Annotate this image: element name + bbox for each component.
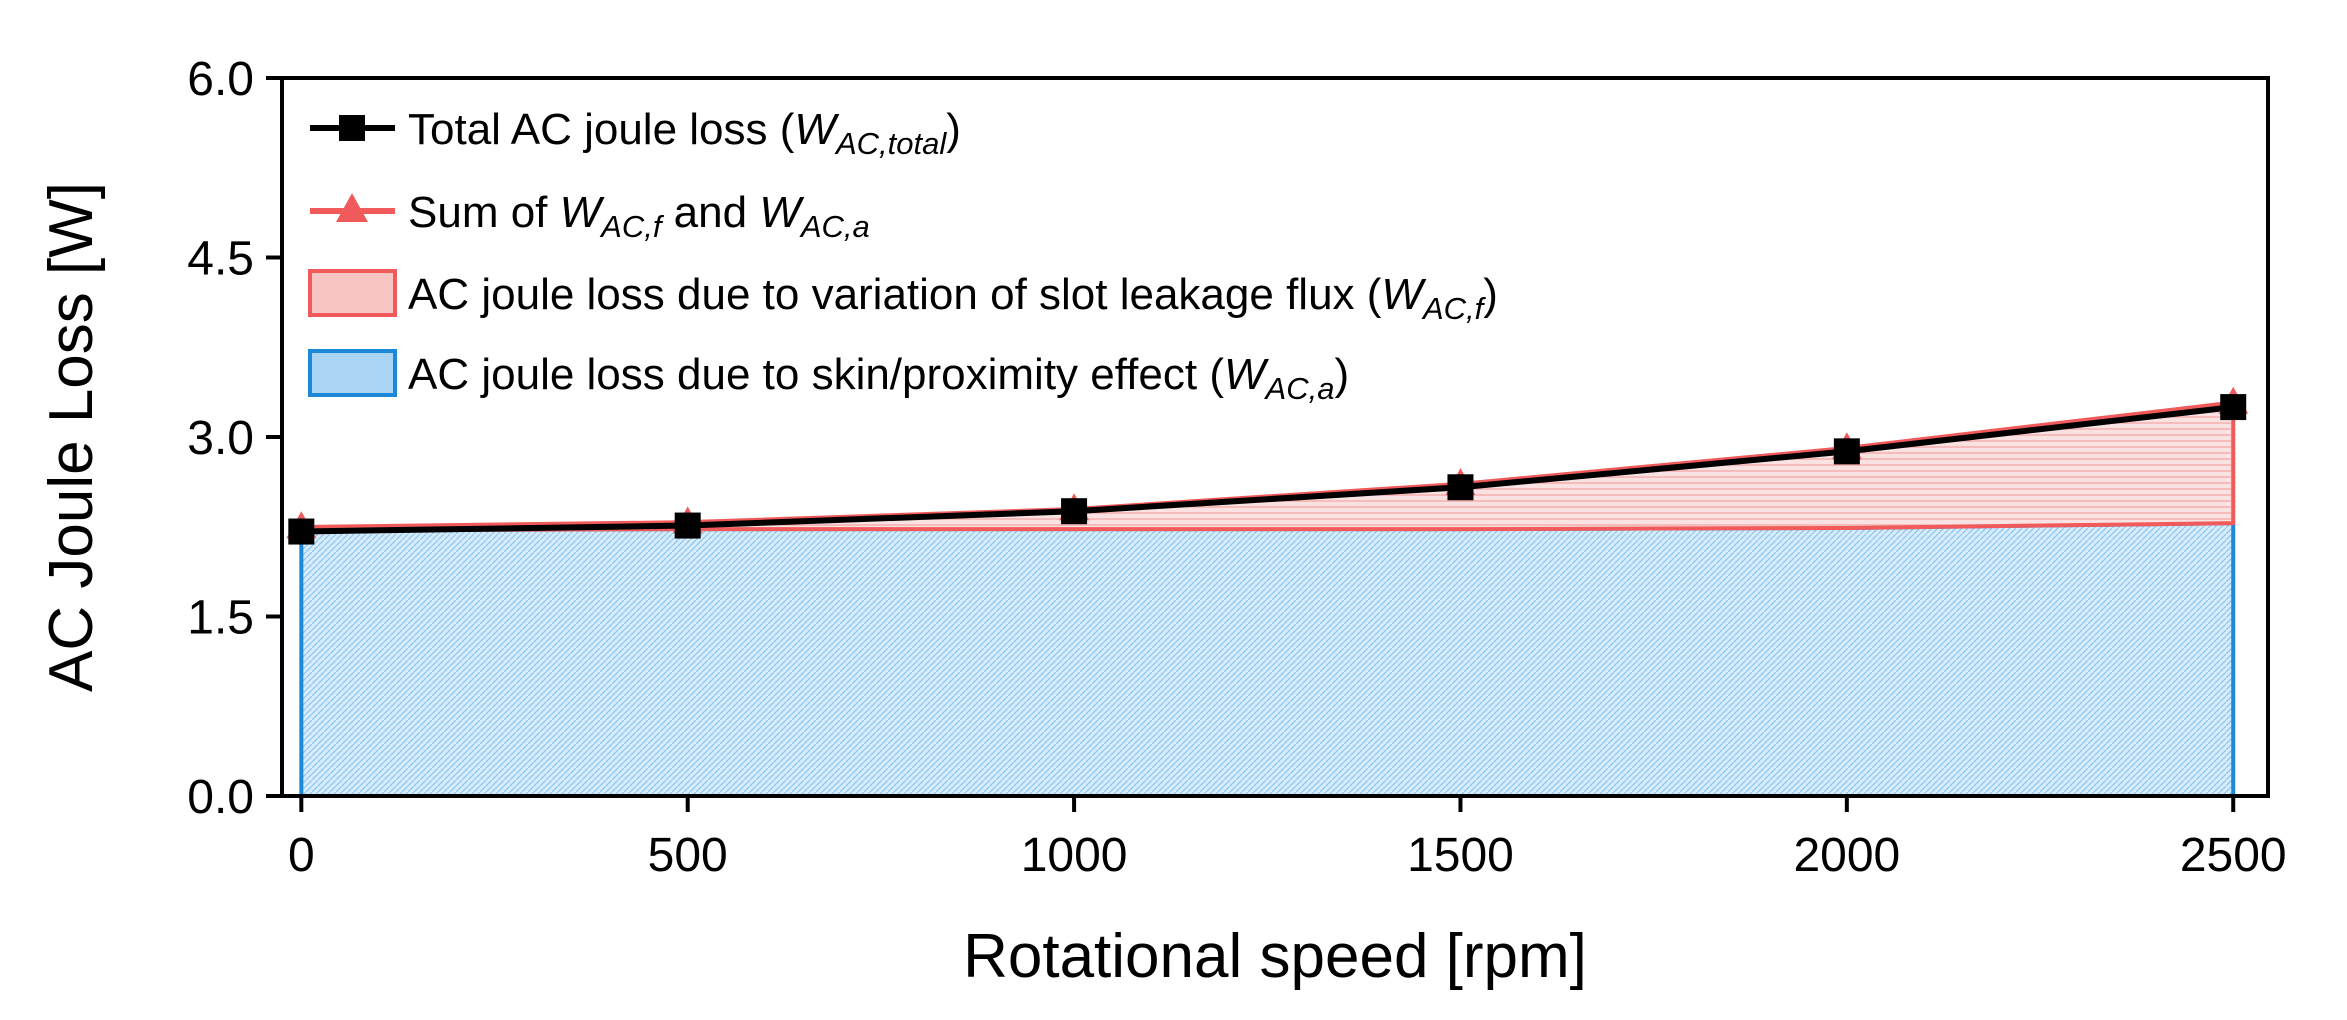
y-tick-label: 4.5 [187, 233, 254, 286]
legend-item-skin-proximity: AC joule loss due to skin/proximity effe… [308, 349, 1349, 406]
legend-label-part: Sum of [408, 188, 560, 237]
x-tick-label: 0 [288, 829, 315, 882]
legend-item-sum: Sum of WAC,f and WAC,a [310, 188, 870, 244]
legend-label-part: AC,f [1421, 291, 1487, 326]
legend-label: AC joule loss due to skin/proximity effe… [408, 350, 1349, 406]
legend-label-part: ) [946, 105, 961, 154]
x-axis-title: Rotational speed [rpm] [963, 922, 1587, 991]
legend-label-part: W [1224, 350, 1269, 399]
total-point [288, 518, 315, 545]
legend-label-part: AC,total [834, 126, 947, 161]
legend-label: Sum of WAC,f and WAC,a [408, 188, 870, 244]
legend-label-part: AC,f [599, 209, 665, 244]
area-slot-leakage [299, 401, 2236, 533]
total-point [2220, 394, 2247, 421]
x-tick-label: 1500 [1407, 829, 1514, 882]
legend-label-part: AC,a [1264, 371, 1335, 406]
total-series-line [301, 404, 2234, 535]
total-point [1447, 474, 1474, 501]
legend-label-part: AC,a [799, 209, 870, 244]
legend-item-slot-leakage: AC joule loss due to variation of slot l… [308, 269, 1498, 326]
legend-swatch-marker [336, 193, 368, 222]
legend-label-part: ) [1334, 350, 1349, 399]
legend-label-part: ) [1483, 270, 1498, 319]
x-tick-label: 500 [648, 829, 728, 882]
y-axis-title: AC Joule Loss [W] [37, 182, 106, 692]
x-tick-label: 2500 [2180, 829, 2287, 882]
y-tick-label: 1.5 [187, 592, 254, 645]
legend: Total AC joule loss (WAC,total)Sum of WA… [308, 105, 1498, 406]
legend-swatch-patch [308, 269, 397, 317]
legend-label-part: AC joule loss due to skin/proximity effe… [408, 350, 1224, 399]
x-tick-label: 1000 [1021, 829, 1128, 882]
legend-label-part: Total AC joule loss ( [408, 105, 795, 154]
legend-label-part: W [759, 188, 804, 237]
y-tick-label: 6.0 [187, 53, 254, 106]
legend-label-part: AC joule loss due to variation of slot l… [408, 270, 1382, 319]
total-point [674, 512, 701, 539]
total-point [1061, 498, 1088, 525]
x-tick-label: 2000 [1793, 829, 1900, 882]
marker-layer [286, 386, 2249, 545]
area-skin-proximity [299, 521, 2236, 798]
area-layer [299, 401, 2236, 798]
legend-item-total: Total AC joule loss (WAC,total) [310, 105, 961, 161]
legend-label-part: W [1381, 270, 1426, 319]
legend-label: AC joule loss due to variation of slot l… [408, 270, 1498, 326]
x-axis-ticks: 0 500 1000 1500 2000 2500 [288, 796, 2287, 882]
legend-swatch-patch [308, 349, 397, 397]
legend-label-part: W [794, 105, 839, 154]
y-axis-ticks: 0.0 1.5 3.0 4.5 6.0 [187, 53, 282, 824]
legend-label-part: W [560, 188, 605, 237]
y-tick-label: 0.0 [187, 771, 254, 824]
legend-swatch-marker [339, 115, 365, 141]
y-tick-label: 3.0 [187, 412, 254, 465]
line-layer [301, 400, 2234, 535]
legend-label: Total AC joule loss (WAC,total) [408, 105, 961, 161]
legend-label-part: and [661, 188, 759, 237]
total-point [1833, 438, 1860, 465]
